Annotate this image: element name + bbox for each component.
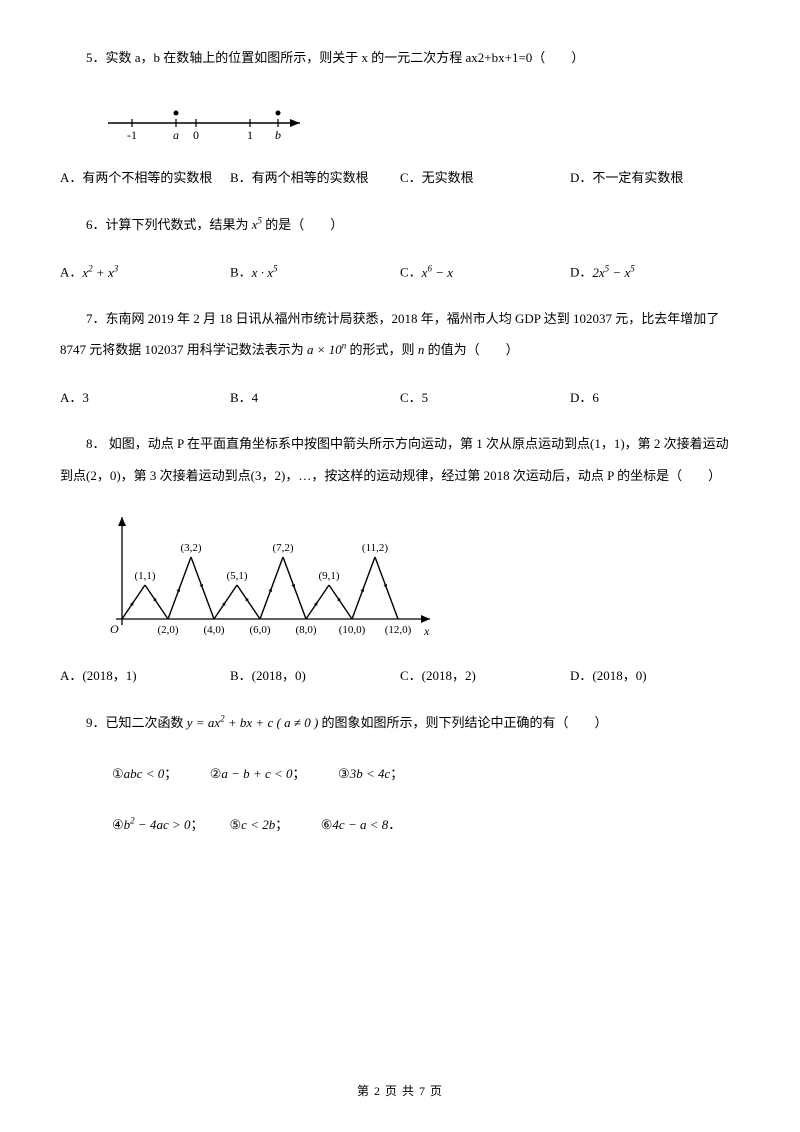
q5-text: 5．实数 a，b 在数轴上的位置如图所示，则关于 x 的一元二次方程 ax2+b…	[60, 42, 740, 73]
q8-opt-d: D．(2018，0)	[570, 664, 740, 689]
svg-text:(1,1): (1,1)	[134, 570, 155, 582]
q7-formula2: n	[415, 342, 428, 357]
q9-end2: ．	[388, 817, 401, 832]
svg-text:b: b	[275, 128, 281, 142]
q8-text: 8． 如图，动点 P 在平面直角坐标系中按图中箭头所示方向运动，第 1 次从原点…	[60, 428, 740, 490]
q6-c-formula: x6 − x	[422, 265, 453, 280]
svg-text:(6,0): (6,0)	[249, 624, 270, 636]
q8-opt-a: A．(2018，1)	[60, 664, 230, 689]
q6-after: 的是（ ）	[265, 217, 343, 232]
q9-i2: a − b + c < 0	[221, 766, 292, 781]
q5-opt-c: C．无实数根	[400, 166, 570, 191]
svg-text:a: a	[173, 128, 179, 142]
svg-text:(12,0): (12,0)	[385, 624, 412, 636]
q9-i3p: ③	[312, 758, 350, 789]
q9-i4p: ④	[86, 809, 124, 840]
q7-opt-d: D．6	[570, 386, 740, 411]
q6-options: A．x2 + x3 B．x · x5 C．x6 − x D．2x5 − x5	[60, 260, 740, 285]
q9-i1p: ①	[86, 758, 124, 789]
q9-i1: abc < 0	[124, 766, 165, 781]
q9-i2p: ②	[184, 758, 222, 789]
svg-text:(8,0): (8,0)	[295, 624, 316, 636]
q7-opt-c: C．5	[400, 386, 570, 411]
svg-text:(7,2): (7,2)	[272, 542, 293, 554]
q6-opt-d: D．2x5 − x5	[570, 260, 740, 285]
q9-after: 的图象如图所示，则下列结论中正确的有（ ）	[322, 715, 608, 730]
svg-text:(11,2): (11,2)	[362, 542, 389, 554]
q9-line3: ④b2 − 4ac > 0；⑤c < 2b； ⑥4c − a < 8．	[60, 809, 740, 840]
svg-text:(5,1): (5,1)	[226, 570, 247, 582]
q8-opt-c: C．(2018，2)	[400, 664, 570, 689]
q6-c-prefix: C．	[400, 265, 422, 280]
q8-figure: Ox (3,2) (7,2) (11,2) (1,1) (5,1) (9,1) (2,0) (4…	[100, 511, 740, 646]
q7-formula1: a × 10n	[304, 342, 350, 357]
q8-options: A．(2018，1) B．(2018，0) C．(2018，2) D．(2018…	[60, 664, 740, 689]
q9-before: 9．已知二次函数	[86, 715, 184, 730]
svg-text:(2,0): (2,0)	[157, 624, 178, 636]
q7-opt-b: B．4	[230, 386, 400, 411]
svg-text:(4,0): (4,0)	[203, 624, 224, 636]
svg-text:-1: -1	[127, 128, 137, 142]
q5-opt-d: D．不一定有实数根	[570, 166, 740, 191]
q7-options: A．3 B．4 C．5 D．6	[60, 386, 740, 411]
q6-before: 6．计算下列代数式，结果为	[86, 217, 249, 232]
q6-b-formula: x · x5	[252, 265, 278, 280]
page-footer: 第 2 页 共 7 页	[0, 1083, 800, 1100]
q9-sep4: ；	[275, 817, 282, 832]
q7-opt-a: A．3	[60, 386, 230, 411]
svg-text:(10,0): (10,0)	[339, 624, 366, 636]
q6-d-prefix: D．	[570, 265, 592, 280]
q6-opt-c: C．x6 − x	[400, 260, 570, 285]
q9-formula: y = ax2 + bx + c ( a ≠ 0 )	[184, 715, 322, 730]
q5-opt-a: A．有两个不相等的实数根	[60, 166, 230, 191]
q9-i4: b2 − 4ac > 0	[124, 817, 191, 832]
q9-sep1: ；	[164, 766, 184, 781]
q7-text: 7．东南网 2019 年 2 月 18 日讯从福州市统计局获悉，2018 年，福…	[60, 303, 740, 365]
q9-sep3: ；	[191, 817, 204, 832]
q9-i6p: ⑥	[295, 809, 333, 840]
svg-text:0: 0	[193, 128, 199, 142]
q9-text: 9．已知二次函数 y = ax2 + bx + c ( a ≠ 0 ) 的图象如…	[60, 707, 740, 738]
q9-line2: ①abc < 0； ②a − b + c < 0； ③3b < 4c；	[60, 758, 740, 789]
q8-opt-b: B．(2018，0)	[230, 664, 400, 689]
q6-opt-a: A．x2 + x3	[60, 260, 230, 285]
svg-text:O: O	[110, 622, 119, 636]
q7-after: 的形式，则	[350, 342, 415, 357]
q6-text: 6．计算下列代数式，结果为 x5 的是（ ）	[60, 209, 740, 240]
q6-opt-b: B．x · x5	[230, 260, 400, 285]
q5-options: A．有两个不相等的实数根 B．有两个相等的实数根 C．无实数根 D．不一定有实数…	[60, 166, 740, 191]
svg-text:(9,1): (9,1)	[318, 570, 339, 582]
q9-i5p: ⑤	[204, 809, 242, 840]
q5-figure: -1 a0 1 b	[100, 93, 740, 148]
q9-end1: ；	[390, 766, 403, 781]
q9-sep2: ；	[293, 766, 313, 781]
q6-a-formula: x2 + x3	[82, 265, 118, 280]
svg-text:x: x	[423, 624, 430, 638]
q5-opt-b: B．有两个相等的实数根	[230, 166, 400, 191]
q6-formula: x5	[249, 217, 266, 232]
q9-i6: 4c − a < 8	[332, 817, 388, 832]
q9-i3: 3b < 4c	[350, 766, 391, 781]
q6-d-formula: 2x5 − x5	[592, 265, 634, 280]
svg-text:1: 1	[247, 128, 253, 142]
q9-i5: c < 2b	[241, 817, 275, 832]
q7-end: 的值为（ ）	[428, 342, 519, 357]
q6-b-prefix: B．	[230, 265, 252, 280]
svg-text:(3,2): (3,2)	[180, 542, 201, 554]
q6-a-prefix: A．	[60, 265, 82, 280]
